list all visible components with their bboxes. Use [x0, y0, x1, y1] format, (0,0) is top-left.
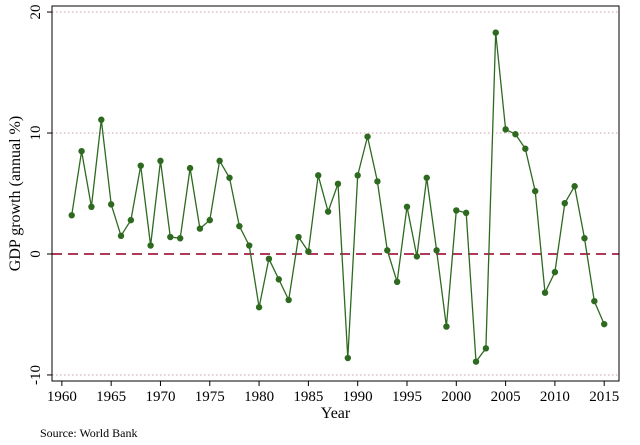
x-tick-label-2005: 2005	[491, 389, 521, 405]
data-point-2013	[581, 235, 588, 242]
data-point-2012	[571, 183, 578, 190]
data-point-2015	[601, 320, 608, 328]
series-line	[71, 31, 605, 363]
data-point-2001	[462, 209, 470, 217]
data-point-1966	[117, 232, 125, 240]
data-point-1982	[275, 276, 282, 283]
data-point-1993	[384, 247, 391, 254]
data-point-2005	[502, 126, 509, 133]
x-tick-label-1965: 1965	[96, 389, 126, 405]
series-gdp-growth	[68, 29, 608, 365]
x-tick-label-2000: 2000	[441, 389, 471, 405]
x-tick-label-2010: 2010	[540, 389, 570, 405]
data-point-2009	[541, 289, 549, 296]
data-point-1987	[324, 208, 332, 215]
x-tick-label-1985: 1985	[293, 389, 323, 405]
x-tick-label-1960: 1960	[47, 389, 77, 405]
x-axis-label: Year	[321, 405, 351, 422]
data-point-1994	[393, 278, 401, 286]
y-tick-label-0: 0	[28, 250, 44, 258]
data-point-2000	[453, 207, 460, 214]
data-point-1976	[216, 157, 223, 165]
plot-frame	[51, 5, 620, 382]
x-tick-label-2015: 2015	[589, 389, 619, 405]
data-point-1973	[186, 164, 194, 172]
data-point-1990	[354, 172, 361, 179]
data-point-1967	[127, 216, 135, 224]
data-point-1977	[226, 174, 233, 181]
data-point-2002	[472, 358, 480, 365]
data-point-1996	[413, 253, 421, 260]
data-point-1981	[265, 255, 273, 263]
source-note: Source: World Bank	[40, 426, 138, 440]
x-tick-label-1990: 1990	[343, 389, 373, 405]
data-point-1974	[196, 225, 204, 232]
data-point-1984	[295, 233, 302, 241]
x-tick-label-1995: 1995	[392, 389, 422, 405]
data-point-2011	[561, 199, 568, 207]
data-point-1992	[374, 178, 381, 185]
data-point-2003	[482, 345, 490, 352]
data-point-1978	[236, 222, 243, 230]
data-point-1972	[176, 235, 184, 242]
y-tick-label-20: 20	[28, 5, 44, 20]
data-point-2010	[551, 268, 559, 276]
data-point-2014	[591, 297, 598, 305]
data-point-1979	[246, 242, 253, 249]
x-tick-label-1980: 1980	[244, 389, 274, 405]
data-point-1998	[433, 247, 440, 254]
y-axis-label: GDP growth (annual %)	[7, 116, 24, 271]
data-point-2008	[531, 187, 539, 195]
data-point-1997	[423, 174, 430, 181]
data-point-1986	[315, 172, 322, 179]
data-point-1965	[107, 201, 115, 208]
data-point-1991	[364, 133, 371, 140]
gridlines	[52, 11, 619, 376]
data-point-1995	[403, 203, 411, 211]
data-point-1985	[305, 248, 312, 255]
data-point-1983	[285, 296, 292, 304]
data-point-1969	[147, 242, 154, 249]
data-point-1980	[255, 304, 263, 311]
y-tick-label--10: -10	[28, 365, 44, 385]
data-point-2007	[522, 145, 529, 152]
data-point-2006	[512, 131, 519, 138]
data-point-1968	[137, 162, 144, 169]
y-tick-label-10: 10	[28, 126, 44, 141]
data-point-2004	[492, 29, 499, 36]
data-point-1962	[78, 147, 85, 155]
data-point-1964	[98, 116, 105, 123]
data-point-1975	[206, 216, 213, 224]
data-point-1971	[167, 233, 174, 241]
axes: 1960 1965 1970 1975 1980 1985 1990 1995 2000 2005…	[28, 5, 620, 405]
data-point-1970	[157, 157, 164, 165]
data-point-1999	[443, 323, 450, 330]
data-point-1989	[344, 354, 352, 362]
data-point-1963	[88, 203, 95, 211]
data-point-1961	[68, 212, 75, 219]
data-point-1988	[334, 180, 342, 188]
x-tick-label-1975: 1975	[195, 389, 225, 405]
x-tick-label-1970: 1970	[145, 389, 175, 405]
